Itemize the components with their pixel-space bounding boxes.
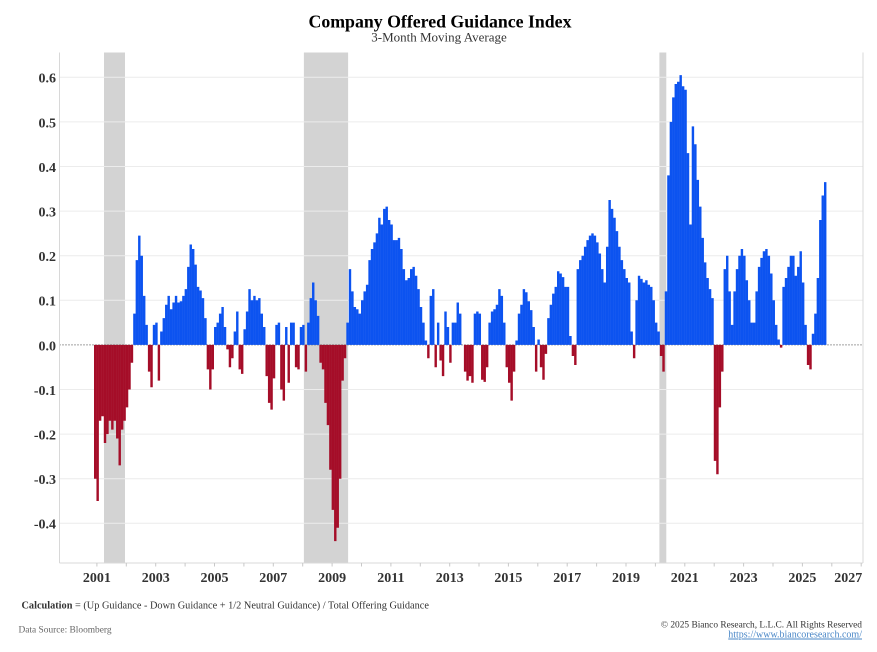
svg-text:3-Month Moving Average: 3-Month Moving Average	[371, 30, 507, 45]
svg-text:2013: 2013	[436, 571, 464, 586]
svg-text:© 2025 Bianco Research, L.L.C.: © 2025 Bianco Research, L.L.C. All Right…	[661, 620, 862, 631]
svg-text:0.3: 0.3	[39, 206, 57, 221]
svg-text:2027: 2027	[834, 571, 862, 586]
svg-text:0.0: 0.0	[39, 339, 57, 354]
svg-text:Data Source: Bloomberg: Data Source: Bloomberg	[19, 626, 112, 636]
svg-text:2011: 2011	[377, 571, 404, 586]
svg-text:2003: 2003	[142, 571, 170, 586]
svg-text:2019: 2019	[612, 571, 640, 586]
svg-text:2017: 2017	[553, 571, 581, 586]
svg-text:2001: 2001	[83, 571, 111, 586]
svg-text:2009: 2009	[318, 571, 346, 586]
svg-text:https://www.biancoresearch.com: https://www.biancoresearch.com/	[728, 630, 862, 641]
svg-text:-0.2: -0.2	[34, 429, 56, 444]
svg-text:-0.3: -0.3	[34, 473, 56, 488]
svg-text:2025: 2025	[788, 571, 816, 586]
svg-text:2023: 2023	[730, 571, 758, 586]
svg-text:0.5: 0.5	[39, 116, 57, 131]
svg-text:2015: 2015	[494, 571, 522, 586]
svg-text:-0.1: -0.1	[34, 384, 56, 399]
svg-text:0.2: 0.2	[39, 250, 57, 265]
svg-text:0.6: 0.6	[39, 72, 57, 87]
svg-text:0.1: 0.1	[39, 295, 57, 310]
svg-text:0.4: 0.4	[39, 161, 57, 176]
svg-text:2005: 2005	[201, 571, 229, 586]
svg-text:Company Offered Guidance Index: Company Offered Guidance Index	[309, 12, 572, 32]
svg-text:-0.4: -0.4	[34, 518, 56, 533]
svg-text:2021: 2021	[671, 571, 699, 586]
svg-text:Calculation = (Up Guidance - D: Calculation = (Up Guidance - Down Guidan…	[22, 601, 430, 612]
svg-text:2007: 2007	[259, 571, 287, 586]
